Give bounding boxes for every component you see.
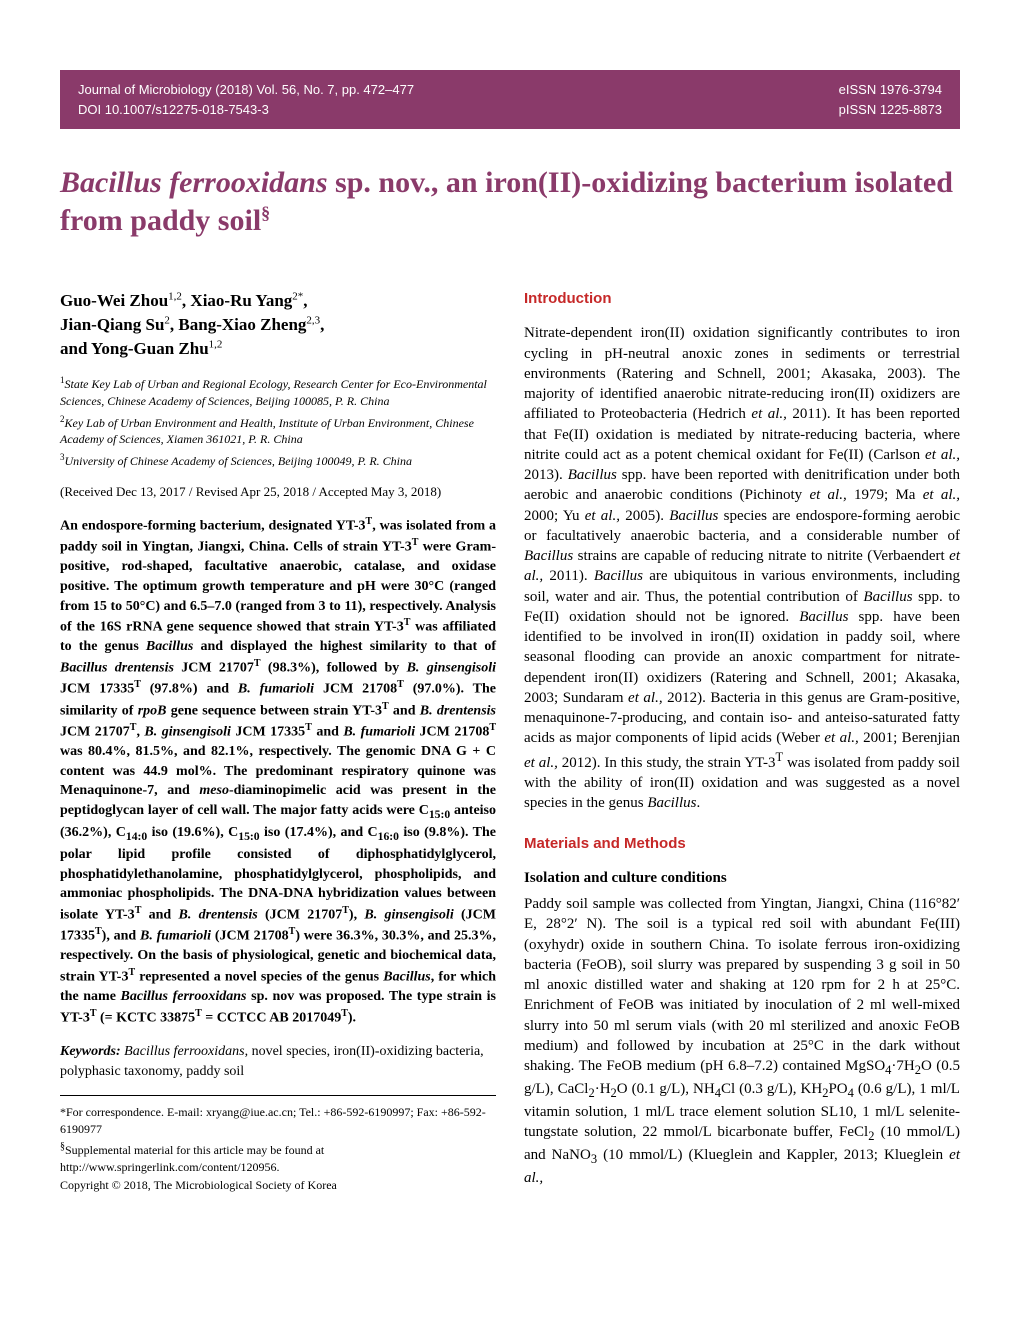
keywords-label: Keywords:: [60, 1044, 121, 1059]
title-sup: §: [261, 203, 270, 223]
footnote-correspondence: *For correspondence. E-mail: xryang@iue.…: [60, 1104, 496, 1138]
journal-citation: Journal of Microbiology (2018) Vol. 56, …: [78, 80, 414, 100]
keywords-text: Bacillus ferrooxidans, novel species, ir…: [60, 1044, 484, 1079]
methods-subheading: Isolation and culture conditions: [524, 868, 960, 888]
footnotes: *For correspondence. E-mail: xryang@iue.…: [60, 1104, 496, 1194]
introduction-body: Nitrate-dependent iron(II) oxidation sig…: [524, 323, 960, 813]
two-column-layout: Guo-Wei Zhou1,2, Xiao-Ru Yang2*, Jian-Qi…: [60, 289, 960, 1196]
author-1: Guo-Wei Zhou: [60, 291, 168, 310]
author-2: Xiao-Ru Yang: [190, 291, 292, 310]
journal-doi: DOI 10.1007/s12275-018-7543-3: [78, 100, 414, 120]
author-list: Guo-Wei Zhou1,2, Xiao-Ru Yang2*, Jian-Qi…: [60, 289, 496, 360]
article-title: Bacillus ferrooxidans sp. nov., an iron(…: [60, 164, 960, 239]
methods-body: Paddy soil sample was collected from Yin…: [524, 894, 960, 1188]
journal-eissn: eISSN 1976-3794: [839, 80, 942, 100]
journal-header-left: Journal of Microbiology (2018) Vol. 56, …: [78, 80, 414, 119]
article-dates: (Received Dec 13, 2017 / Revised Apr 25,…: [60, 483, 496, 501]
journal-pissn: pISSN 1225-8873: [839, 100, 942, 120]
author-3: Jian-Qiang Su: [60, 315, 164, 334]
keywords: Keywords: Bacillus ferrooxidans, novel s…: [60, 1042, 496, 1081]
author-4: Bang-Xiao Zheng: [178, 315, 306, 334]
title-italic: Bacillus ferrooxidans: [60, 166, 328, 199]
journal-header-bar: Journal of Microbiology (2018) Vol. 56, …: [60, 70, 960, 129]
author-5: Yong-Guan Zhu: [91, 339, 209, 358]
affiliation-3: 3University of Chinese Academy of Scienc…: [60, 451, 496, 469]
affiliation-1: 1State Key Lab of Urban and Regional Eco…: [60, 374, 496, 408]
abstract-text: An endospore-forming bacterium, designat…: [60, 515, 496, 1028]
footnote-divider: [60, 1095, 496, 1096]
right-column: Introduction Nitrate-dependent iron(II) …: [524, 289, 960, 1196]
footnote-supplement: §Supplemental material for this article …: [60, 1140, 496, 1176]
introduction-header: Introduction: [524, 289, 960, 309]
footnote-copyright: Copyright © 2018, The Microbiological So…: [60, 1177, 496, 1194]
journal-header-right: eISSN 1976-3794 pISSN 1225-8873: [839, 80, 942, 119]
methods-header: Materials and Methods: [524, 834, 960, 854]
affiliation-2: 2Key Lab of Urban Environment and Health…: [60, 413, 496, 447]
left-column: Guo-Wei Zhou1,2, Xiao-Ru Yang2*, Jian-Qi…: [60, 289, 496, 1196]
